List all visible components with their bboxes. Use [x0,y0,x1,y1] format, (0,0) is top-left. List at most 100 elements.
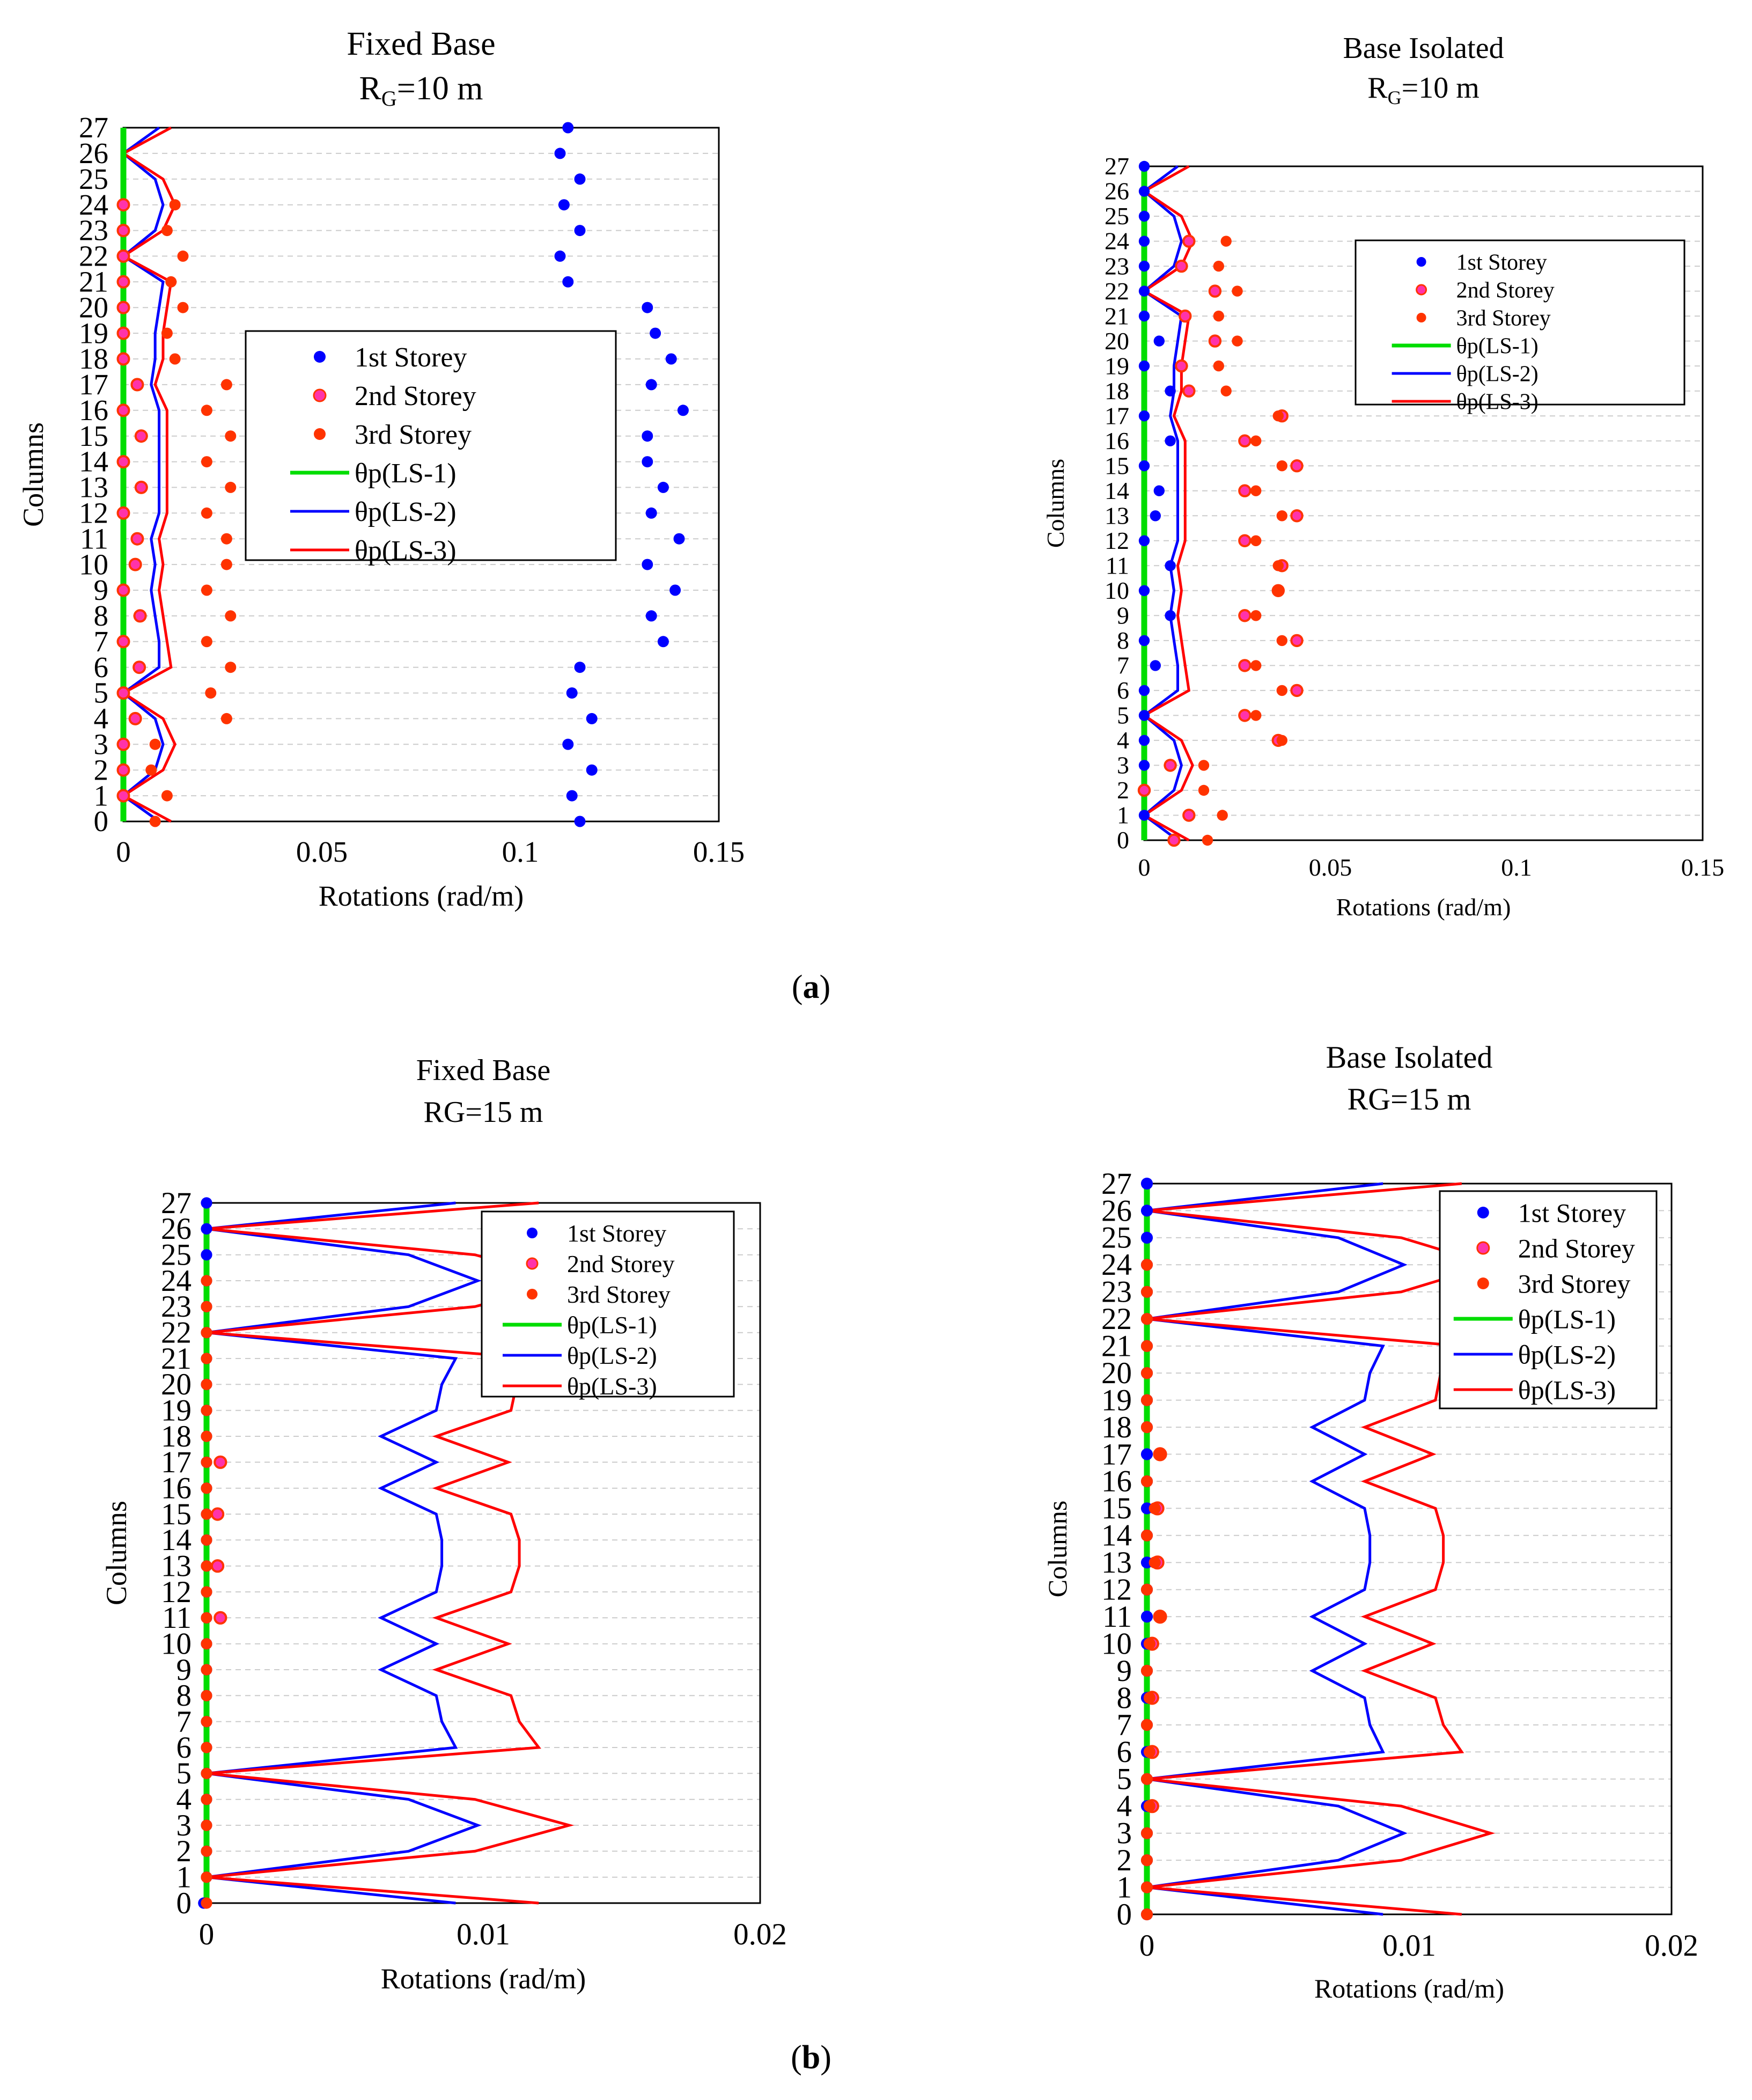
data-point-3rd-storey [1140,1881,1153,1893]
legend-marker [314,351,326,363]
data-point-2nd-storey [1137,783,1151,797]
y-tick-label: 13 [1105,502,1129,529]
y-tick-label: 25 [1101,1221,1132,1255]
data-point-3rd-storey [201,1664,212,1676]
legend-marker [1477,1207,1489,1218]
data-point-3rd-storey [201,1378,212,1390]
data-point-3rd-storey [1140,1773,1153,1785]
data-point-3rd-storey [1198,760,1210,771]
y-tick-label: 9 [1117,1654,1132,1688]
data-point-3rd-storey [1149,1556,1161,1569]
data-point-1st-storey [642,559,653,570]
y-tick-label: 26 [1105,178,1129,205]
y-tick-label: 3 [1117,752,1129,779]
data-point-1st-storey [645,610,657,622]
y-tick-label: 15 [1101,1492,1132,1525]
y-tick-label: 2 [1117,1844,1132,1877]
y-tick-label: 15 [79,420,108,452]
series-line--p-ls-2- [206,1201,482,1905]
data-point-3rd-storey [1140,1286,1153,1298]
y-tick-label: 2 [176,1834,192,1868]
y-tick-label: 4 [1117,1789,1132,1823]
data-point-1st-storey [1138,160,1150,172]
data-point-1st-storey [562,276,574,288]
x-tick-label: 0.15 [693,835,745,868]
data-point-1st-storey [1138,310,1150,322]
data-point-3rd-storey [1154,1448,1166,1460]
data-point-1st-storey [574,173,586,185]
data-point-2nd-storey [128,557,142,571]
legend-label: 1st Storey [355,342,467,373]
data-point-3rd-storey [201,1405,212,1416]
y-tick-label: 6 [94,651,109,684]
data-point-3rd-storey [177,302,189,313]
caption-a: (a) [791,969,831,1005]
data-point-1st-storey [574,225,586,237]
data-point-3rd-storey [1220,385,1232,396]
data-point-2nd-storey [116,455,130,469]
data-point-1st-storey [645,379,657,391]
data-point-3rd-storey [1140,1664,1153,1677]
data-point-1st-storey [1140,1448,1153,1460]
y-tick-label: 22 [79,240,108,273]
y-tick-label: 1 [1117,802,1129,829]
legend-label: θp(LS-2) [1456,362,1538,387]
legend-box [481,1210,735,1398]
legend-marker [313,388,327,402]
data-point-2nd-storey [116,275,130,289]
data-point-3rd-storey [201,1612,212,1624]
y-tick-label: 19 [79,317,108,349]
y-tick-label: 23 [161,1290,192,1324]
y-tick-label: 5 [1117,702,1129,729]
y-tick-label: 25 [1105,202,1129,230]
data-point-1st-storey [1138,685,1150,696]
chart-title: Base Isolated [1326,1040,1493,1075]
y-tick-label: 24 [79,188,108,221]
y-tick-label: 9 [176,1653,192,1687]
y-tick-label: 16 [1105,427,1129,454]
y-tick-label: 19 [1105,352,1129,379]
y-tick-label: 15 [161,1497,192,1531]
data-point-2nd-storey [116,583,130,597]
data-point-1st-storey [574,816,586,827]
y-tick-label: 10 [1105,577,1129,604]
data-point-1st-storey [645,507,657,519]
y-tick-label: 21 [161,1342,192,1376]
data-point-3rd-storey [1143,1638,1155,1650]
y-tick-label: 1 [1117,1870,1132,1904]
y-tick-label: 12 [79,497,108,530]
y-tick-label: 26 [161,1212,192,1246]
y-tick-label: 10 [161,1627,192,1661]
x-tick-label: 0.05 [1309,854,1352,881]
data-point-3rd-storey [1272,585,1284,597]
legend-label: θp(LS-2) [567,1342,657,1369]
legend-box [1439,1190,1658,1409]
data-point-3rd-storey [161,790,173,802]
data-point-2nd-storey [1167,833,1181,847]
data-point-2nd-storey [116,686,130,700]
data-point-3rd-storey [201,507,212,519]
data-point-1st-storey [673,533,685,545]
legend-label: 1st Storey [1456,251,1547,275]
data-point-1st-storey [1138,760,1150,771]
data-point-2nd-storey [214,1611,227,1625]
y-tick-label: 27 [1101,1167,1132,1201]
y-tick-label: 18 [161,1420,192,1453]
x-tick-label: 0.15 [1681,854,1725,881]
data-point-3rd-storey [1276,685,1287,696]
y-tick-label: 6 [1117,1735,1132,1769]
data-point-1st-storey [1138,260,1150,272]
data-point-2nd-storey [1290,684,1304,697]
data-point-1st-storey [1150,660,1161,671]
y-tick-label: 17 [161,1445,192,1479]
y-tick-label: 11 [1102,1600,1132,1634]
y-tick-label: 4 [176,1783,192,1817]
chart-title: Fixed Base [347,26,495,62]
y-tick-label: 13 [1101,1546,1132,1580]
data-point-3rd-storey [201,1638,212,1650]
y-tick-label: 20 [161,1368,192,1401]
data-point-3rd-storey [225,662,237,673]
x-tick-label: 0.02 [733,1918,787,1951]
data-point-1st-storey [1150,510,1161,522]
